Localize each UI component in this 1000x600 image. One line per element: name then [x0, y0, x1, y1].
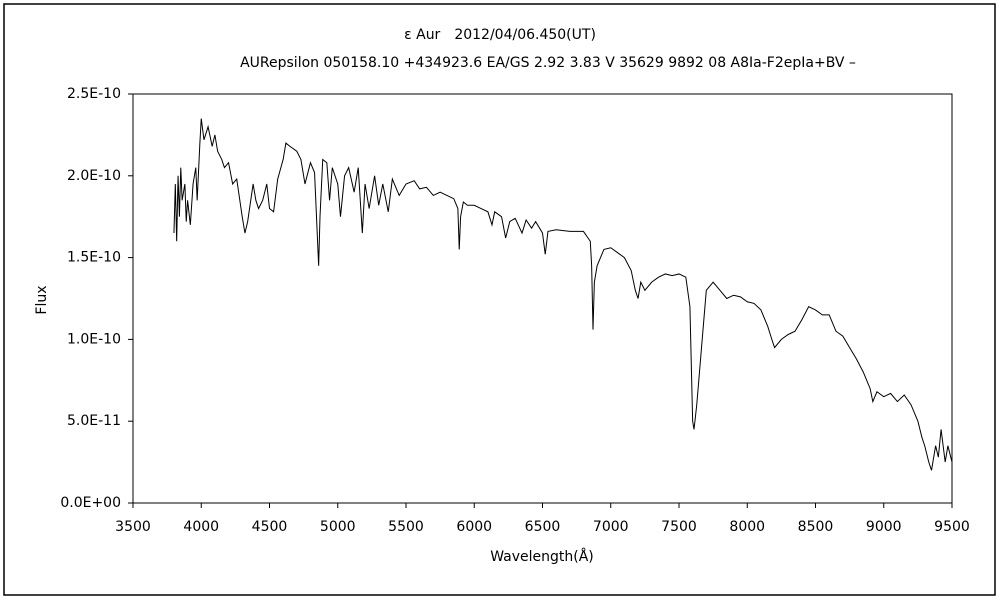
x-tick-label: 4000 [183, 519, 219, 535]
x-tick-label: 9000 [866, 519, 902, 535]
y-tick-label: 2.5E-10 [67, 86, 121, 102]
chart-border [3, 3, 996, 596]
x-tick-label: 3500 [115, 519, 151, 535]
y-tick-label: 1.0E-10 [67, 331, 121, 347]
y-tick-label: 1.5E-10 [67, 250, 121, 266]
x-tick-label: 6000 [456, 519, 492, 535]
x-tick-label: 5000 [320, 519, 356, 535]
y-tick-label: 0.0E+00 [60, 495, 121, 511]
x-tick-label: 6500 [525, 519, 561, 535]
x-tick-label: 4500 [252, 519, 288, 535]
y-tick-label: 2.0E-10 [67, 168, 121, 184]
x-tick-label: 8000 [729, 519, 765, 535]
plot-area [132, 93, 953, 504]
x-axis-label: Wavelength(Å) [490, 548, 594, 565]
x-tick-label: 5500 [388, 519, 424, 535]
chart-title: ε Aur 2012/04/06.450(UT) [404, 27, 596, 43]
x-tick-label: 8500 [798, 519, 834, 535]
y-tick-label: 5.0E-11 [67, 413, 121, 429]
x-tick-label: 9500 [934, 519, 970, 535]
x-tick-label: 7500 [661, 519, 697, 535]
chart-subtitle: AURepsilon 050158.10 +434923.6 EA/GS 2.9… [240, 55, 856, 71]
spectrum-line [173, 118, 953, 471]
x-tick-label: 7000 [593, 519, 629, 535]
y-axis-label: Flux [34, 285, 50, 314]
